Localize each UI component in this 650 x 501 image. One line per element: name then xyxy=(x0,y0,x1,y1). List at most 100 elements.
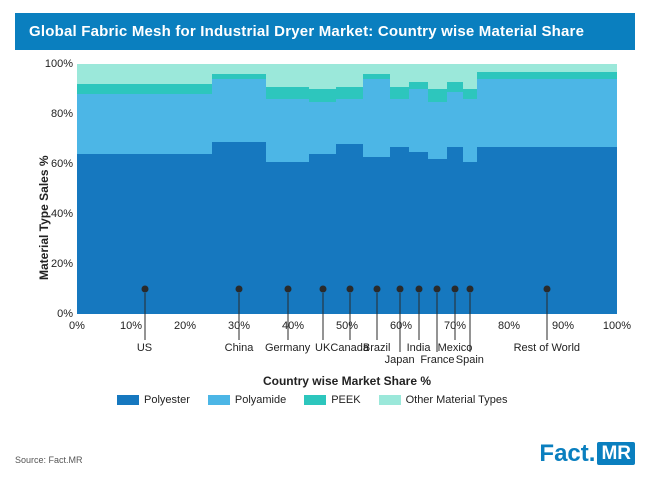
x-tick: 20% xyxy=(174,320,196,332)
x-tick: 0% xyxy=(69,320,85,332)
x-tick: 100% xyxy=(603,320,631,332)
y-tick: 80% xyxy=(39,108,73,120)
callout-dot xyxy=(396,286,403,293)
x-tick: 50% xyxy=(336,320,358,332)
callout-line xyxy=(376,293,377,340)
segment-other xyxy=(390,64,409,87)
segment-other xyxy=(266,64,309,87)
segment-peek xyxy=(428,89,447,102)
segment-polyamide xyxy=(428,102,447,160)
segment-other xyxy=(309,64,336,89)
country-column xyxy=(212,64,266,314)
chart-title: Global Fabric Mesh for Industrial Dryer … xyxy=(15,13,635,50)
callout-line xyxy=(349,293,350,340)
y-tick: 20% xyxy=(39,258,73,270)
country-column xyxy=(266,64,309,314)
callout-label: US xyxy=(137,342,152,354)
segment-peek xyxy=(390,87,409,100)
segment-other xyxy=(336,64,363,87)
callout-line xyxy=(239,293,240,340)
country-column xyxy=(409,64,428,314)
source-label: Source: Fact.MR xyxy=(15,455,83,465)
country-column xyxy=(463,64,477,314)
segment-polyamide xyxy=(212,79,266,142)
segment-polyamide xyxy=(447,92,463,147)
callout-line xyxy=(546,293,547,340)
segment-peek xyxy=(477,72,617,80)
legend-label: PEEK xyxy=(331,394,360,406)
country-column xyxy=(336,64,363,314)
brand-suffix: MR xyxy=(597,442,635,465)
segment-polyamide xyxy=(477,79,617,147)
callout-line xyxy=(144,293,145,340)
callout-dot xyxy=(434,286,441,293)
country-column xyxy=(309,64,336,314)
country-column xyxy=(447,64,463,314)
segment-other xyxy=(477,64,617,72)
segment-peek xyxy=(266,87,309,100)
legend-label: Other Material Types xyxy=(406,394,508,406)
callout-dot xyxy=(373,286,380,293)
country-column xyxy=(390,64,409,314)
legend-item: Other Material Types xyxy=(379,394,508,406)
legend-swatch xyxy=(208,395,230,405)
callout-line xyxy=(418,293,419,340)
callout-line xyxy=(322,293,323,340)
callout-label: India xyxy=(407,342,431,354)
callout-label: Brazil xyxy=(363,342,391,354)
callout-label: Rest of World xyxy=(514,342,580,354)
segment-polyamide xyxy=(266,99,309,162)
segment-other xyxy=(463,64,477,89)
y-tick: 60% xyxy=(39,158,73,170)
segment-other xyxy=(409,64,428,82)
callout-dot xyxy=(284,286,291,293)
callout-line xyxy=(399,293,400,352)
x-axis-label: Country wise Market Share % xyxy=(263,374,431,388)
segment-polyamide xyxy=(390,99,409,147)
y-tick: 0% xyxy=(39,308,73,320)
segment-other xyxy=(77,64,212,84)
plot-area xyxy=(77,64,617,314)
legend-item: Polyamide xyxy=(208,394,286,406)
legend-swatch xyxy=(117,395,139,405)
segment-other xyxy=(363,64,390,74)
segment-peek xyxy=(77,84,212,94)
segment-other xyxy=(212,64,266,74)
callout-label: Mexico xyxy=(438,342,473,354)
x-tick: 10% xyxy=(120,320,142,332)
callout-label: Spain xyxy=(456,354,484,366)
callout-line xyxy=(455,293,456,340)
country-column xyxy=(428,64,447,314)
x-tick: 40% xyxy=(282,320,304,332)
callout-line xyxy=(469,293,470,352)
callout-label: France xyxy=(420,354,454,366)
legend-swatch xyxy=(379,395,401,405)
callout-dot xyxy=(141,286,148,293)
legend-item: PEEK xyxy=(304,394,360,406)
callout-label: Japan xyxy=(385,354,415,366)
callout-dot xyxy=(466,286,473,293)
legend: PolyesterPolyamidePEEKOther Material Typ… xyxy=(117,394,507,406)
country-column xyxy=(77,64,212,314)
segment-polyamide xyxy=(463,99,477,162)
callout-label: China xyxy=(225,342,254,354)
chart-frame: Global Fabric Mesh for Industrial Dryer … xyxy=(0,0,650,501)
y-tick: 100% xyxy=(39,58,73,70)
x-tick: 60% xyxy=(390,320,412,332)
segment-other xyxy=(447,64,463,82)
segment-polyamide xyxy=(409,89,428,152)
segment-polyamide xyxy=(77,94,212,154)
segment-polyamide xyxy=(309,102,336,155)
brand-logo: Fact.MR xyxy=(539,440,635,468)
legend-label: Polyamide xyxy=(235,394,286,406)
country-column xyxy=(363,64,390,314)
segment-peek xyxy=(463,89,477,99)
callout-dot xyxy=(415,286,422,293)
callout-dot xyxy=(319,286,326,293)
chart-body: Material Type Sales % 0%20%40%60%80%100%… xyxy=(15,50,635,465)
segment-peek xyxy=(409,82,428,90)
segment-other xyxy=(428,64,447,89)
callout-label: Germany xyxy=(265,342,310,354)
x-tick: 80% xyxy=(498,320,520,332)
legend-swatch xyxy=(304,395,326,405)
